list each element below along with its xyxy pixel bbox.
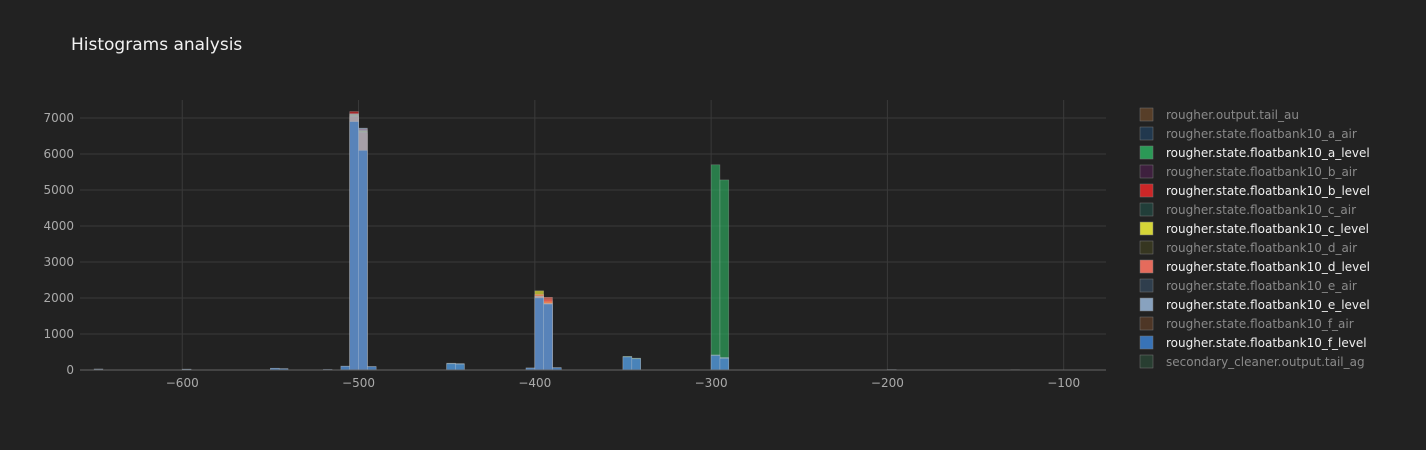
legend-label: rougher.output.tail_au <box>1166 108 1299 122</box>
legend-item[interactable]: rougher.state.floatbank10_f_air <box>1139 316 1354 331</box>
y-tick-label: 6000 <box>43 147 74 161</box>
legend-item[interactable]: rougher.state.floatbank10_a_air <box>1139 126 1357 141</box>
legend-label: rougher.state.floatbank10_a_air <box>1166 127 1357 141</box>
legend-swatch <box>1139 202 1154 217</box>
histogram-bar[interactable] <box>631 358 641 371</box>
legend-label: rougher.state.floatbank10_f_level <box>1166 336 1367 350</box>
legend-label: secondary_cleaner.output.tail_ag <box>1166 355 1365 369</box>
legend-label: rougher.state.floatbank10_b_level <box>1166 184 1370 198</box>
legend-swatch <box>1139 297 1154 312</box>
legend-label: rougher.state.floatbank10_b_air <box>1166 165 1357 179</box>
x-tick-label: −200 <box>871 376 904 390</box>
y-tick-label: 7000 <box>43 111 74 125</box>
x-tick-label: −100 <box>1047 376 1080 390</box>
histogram-bar[interactable] <box>534 297 544 371</box>
legend-label: rougher.state.floatbank10_e_air <box>1166 279 1357 293</box>
legend-swatch <box>1139 145 1154 160</box>
histogram-bar[interactable] <box>349 121 359 371</box>
legend-label: rougher.state.floatbank10_e_level <box>1166 298 1370 312</box>
x-tick-label: −400 <box>518 376 551 390</box>
legend-item[interactable]: rougher.state.floatbank10_d_level <box>1139 259 1370 274</box>
legend-swatch <box>1139 259 1154 274</box>
x-tick-label: −600 <box>166 376 199 390</box>
histogram-bar[interactable] <box>455 363 465 371</box>
legend-label: rougher.state.floatbank10_a_level <box>1166 146 1370 160</box>
legend-item[interactable]: rougher.state.floatbank10_c_air <box>1139 202 1356 217</box>
legend-label: rougher.state.floatbank10_f_air <box>1166 317 1354 331</box>
histogram-bar[interactable] <box>358 150 368 371</box>
legend-swatch <box>1139 316 1154 331</box>
legend-item[interactable]: rougher.state.floatbank10_e_air <box>1139 278 1357 293</box>
legend-item[interactable]: rougher.output.tail_au <box>1139 107 1299 122</box>
x-tick-label: −300 <box>695 376 728 390</box>
y-tick-label: 3000 <box>43 255 74 269</box>
legend-swatch <box>1139 221 1154 236</box>
legend-swatch <box>1139 354 1154 369</box>
y-tick-label: 0 <box>66 363 74 377</box>
legend-item[interactable]: rougher.state.floatbank10_a_level <box>1139 145 1370 160</box>
legend: rougher.output.tail_au rougher.state.floa… <box>1139 107 1370 369</box>
histogram-bar[interactable] <box>719 179 730 371</box>
y-tick-label: 4000 <box>43 219 74 233</box>
bars <box>93 111 1020 371</box>
legend-item[interactable]: rougher.state.floatbank10_b_air <box>1139 164 1357 179</box>
y-tick-label: 5000 <box>43 183 74 197</box>
legend-swatch <box>1139 164 1154 179</box>
legend-swatch <box>1139 183 1154 198</box>
grid <box>80 100 1106 370</box>
legend-item[interactable]: rougher.state.floatbank10_f_level <box>1139 335 1367 350</box>
y-tick-label: 2000 <box>43 291 74 305</box>
x-tick-label: −500 <box>342 376 375 390</box>
histogram-bar[interactable] <box>710 164 721 371</box>
legend-label: rougher.state.floatbank10_c_level <box>1166 222 1369 236</box>
legend-label: rougher.state.floatbank10_d_level <box>1166 260 1370 274</box>
histogram-bar[interactable] <box>719 358 730 371</box>
legend-item[interactable]: rougher.state.floatbank10_c_level <box>1139 221 1369 236</box>
histogram-bar[interactable] <box>622 356 633 371</box>
legend-swatch <box>1139 107 1154 122</box>
axes: 0 1000 2000 3000 4000 5000 6000 7000 −600 −500 −40… <box>43 111 1106 390</box>
histogram-bar[interactable] <box>340 366 351 371</box>
legend-item[interactable]: rougher.state.floatbank10_d_air <box>1139 240 1357 255</box>
legend-swatch <box>1139 240 1154 255</box>
legend-swatch <box>1139 335 1154 350</box>
legend-item[interactable]: rougher.state.floatbank10_e_level <box>1139 297 1370 312</box>
chart-title: Histograms analysis <box>71 35 242 55</box>
histogram-bar[interactable] <box>446 363 456 371</box>
histogram-bar[interactable] <box>710 355 721 371</box>
legend-item[interactable]: secondary_cleaner.output.tail_ag <box>1139 354 1365 369</box>
legend-swatch <box>1139 126 1154 141</box>
legend-label: rougher.state.floatbank10_d_air <box>1166 241 1357 255</box>
legend-swatch <box>1139 278 1154 293</box>
legend-item[interactable]: rougher.state.floatbank10_b_level <box>1139 183 1370 198</box>
legend-label: rougher.state.floatbank10_c_air <box>1166 203 1356 217</box>
y-tick-label: 1000 <box>43 327 74 341</box>
histogram-bar[interactable] <box>543 303 553 371</box>
